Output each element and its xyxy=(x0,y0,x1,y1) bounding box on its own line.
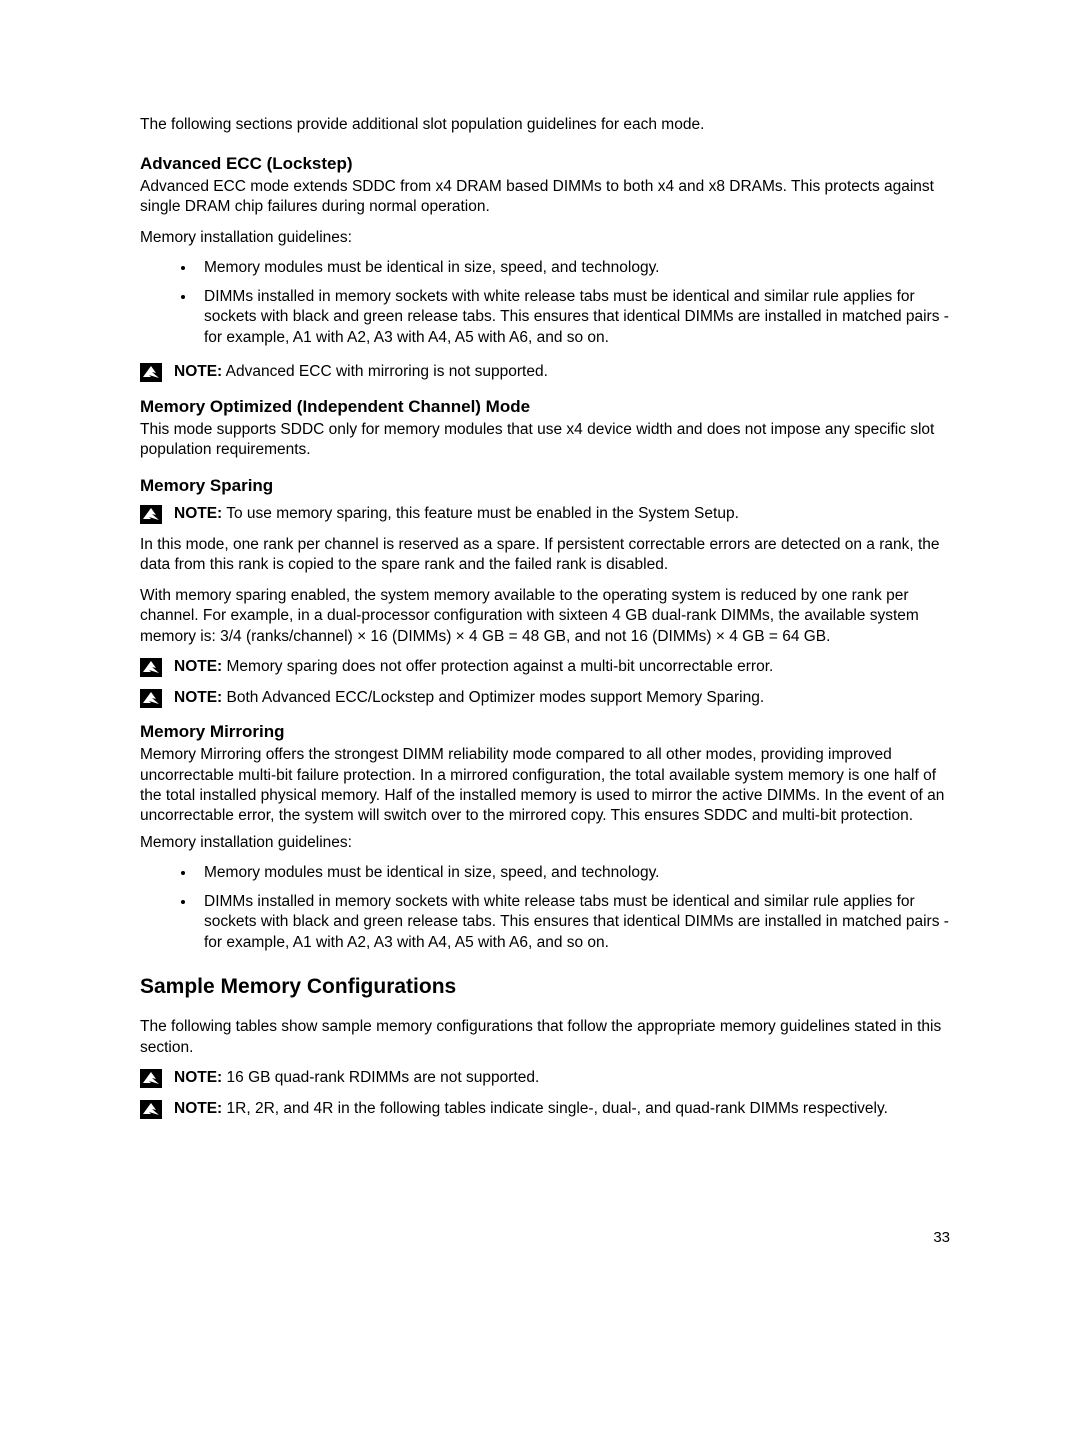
section-mirroring-list: Memory modules must be identical in size… xyxy=(140,863,950,953)
intro-text: The following sections provide additiona… xyxy=(140,115,950,136)
section-advanced-ecc-p1: Advanced ECC mode extends SDDC from x4 D… xyxy=(140,177,950,218)
section-advanced-ecc-list: Memory modules must be identical in size… xyxy=(140,258,950,348)
note-icon xyxy=(140,689,162,708)
note-icon xyxy=(140,1069,162,1088)
section-sparing-title: Memory Sparing xyxy=(140,476,950,496)
note-icon xyxy=(140,1100,162,1119)
note-rdimm: NOTE: 16 GB quad-rank RDIMMs are not sup… xyxy=(140,1068,950,1088)
page-number: 33 xyxy=(140,1229,950,1246)
note-advanced-ecc: NOTE: Advanced ECC with mirroring is not… xyxy=(140,362,950,382)
section-mirroring-p1: Memory Mirroring offers the strongest DI… xyxy=(140,745,950,827)
note-text: NOTE: 16 GB quad-rank RDIMMs are not sup… xyxy=(174,1068,539,1088)
list-item: Memory modules must be identical in size… xyxy=(196,863,950,883)
page-content: The following sections provide additiona… xyxy=(0,0,1080,1306)
section-mirroring-p2: Memory installation guidelines: xyxy=(140,833,950,853)
note-text: NOTE: Both Advanced ECC/Lockstep and Opt… xyxy=(174,688,764,708)
note-sparing-multibiterr: NOTE: Memory sparing does not offer prot… xyxy=(140,657,950,677)
note-sparing-modes: NOTE: Both Advanced ECC/Lockstep and Opt… xyxy=(140,688,950,708)
section-sparing-p1: In this mode, one rank per channel is re… xyxy=(140,535,950,576)
list-item: Memory modules must be identical in size… xyxy=(196,258,950,278)
section-advanced-ecc-title: Advanced ECC (Lockstep) xyxy=(140,154,950,174)
note-icon xyxy=(140,505,162,524)
section-mirroring-title: Memory Mirroring xyxy=(140,722,950,742)
note-text: NOTE: 1R, 2R, and 4R in the following ta… xyxy=(174,1099,888,1119)
section-sample-config-title: Sample Memory Configurations xyxy=(140,975,950,999)
section-optimized-p1: This mode supports SDDC only for memory … xyxy=(140,420,950,461)
note-sparing-enable: NOTE: To use memory sparing, this featur… xyxy=(140,504,950,524)
note-icon xyxy=(140,658,162,677)
note-rank-legend: NOTE: 1R, 2R, and 4R in the following ta… xyxy=(140,1099,950,1119)
note-text: NOTE: To use memory sparing, this featur… xyxy=(174,504,739,524)
section-advanced-ecc-p2: Memory installation guidelines: xyxy=(140,228,950,248)
note-icon xyxy=(140,363,162,382)
note-text: NOTE: Memory sparing does not offer prot… xyxy=(174,657,773,677)
list-item: DIMMs installed in memory sockets with w… xyxy=(196,287,950,348)
section-sparing-p2: With memory sparing enabled, the system … xyxy=(140,586,950,647)
section-sample-config-p1: The following tables show sample memory … xyxy=(140,1017,950,1058)
note-text: NOTE: Advanced ECC with mirroring is not… xyxy=(174,362,548,382)
section-optimized-title: Memory Optimized (Independent Channel) M… xyxy=(140,397,950,417)
list-item: DIMMs installed in memory sockets with w… xyxy=(196,892,950,953)
